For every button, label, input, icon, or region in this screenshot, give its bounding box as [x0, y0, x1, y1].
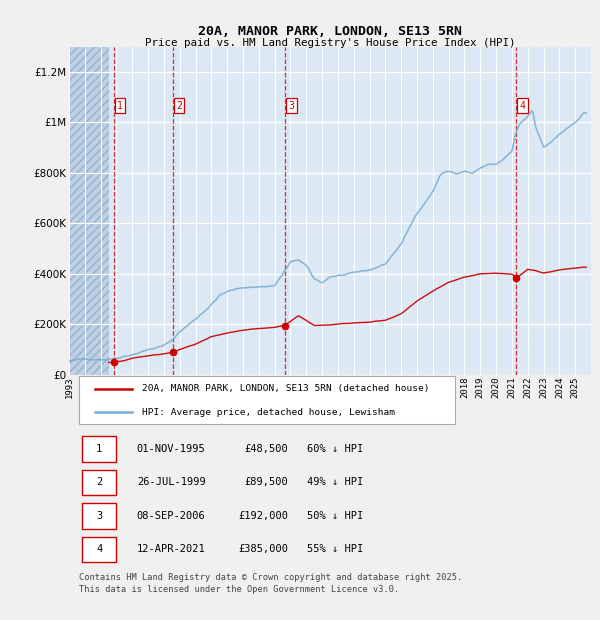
- Text: 26-JUL-1999: 26-JUL-1999: [137, 477, 206, 487]
- Text: 08-SEP-2006: 08-SEP-2006: [137, 511, 206, 521]
- Text: 2: 2: [96, 477, 103, 487]
- Text: 1: 1: [117, 100, 123, 110]
- Text: 3: 3: [96, 511, 103, 521]
- Text: £48,500: £48,500: [244, 444, 288, 454]
- Text: HPI: Average price, detached house, Lewisham: HPI: Average price, detached house, Lewi…: [142, 408, 395, 417]
- FancyBboxPatch shape: [82, 470, 116, 495]
- Text: Contains HM Land Registry data © Crown copyright and database right 2025.
This d: Contains HM Land Registry data © Crown c…: [79, 574, 463, 594]
- Text: 12-APR-2021: 12-APR-2021: [137, 544, 206, 554]
- FancyBboxPatch shape: [82, 537, 116, 562]
- Text: 3: 3: [289, 100, 295, 110]
- FancyBboxPatch shape: [82, 503, 116, 529]
- Text: 2: 2: [176, 100, 182, 110]
- Text: 20A, MANOR PARK, LONDON, SE13 5RN: 20A, MANOR PARK, LONDON, SE13 5RN: [198, 25, 462, 38]
- Text: 20A, MANOR PARK, LONDON, SE13 5RN (detached house): 20A, MANOR PARK, LONDON, SE13 5RN (detac…: [142, 384, 430, 393]
- FancyBboxPatch shape: [79, 376, 455, 423]
- Text: 4: 4: [520, 100, 526, 110]
- FancyBboxPatch shape: [82, 436, 116, 462]
- Text: £385,000: £385,000: [238, 544, 288, 554]
- Text: 49% ↓ HPI: 49% ↓ HPI: [307, 477, 363, 487]
- Text: Price paid vs. HM Land Registry's House Price Index (HPI): Price paid vs. HM Land Registry's House …: [145, 38, 515, 48]
- Text: 4: 4: [96, 544, 103, 554]
- Text: 50% ↓ HPI: 50% ↓ HPI: [307, 511, 363, 521]
- Text: £192,000: £192,000: [238, 511, 288, 521]
- Text: £89,500: £89,500: [244, 477, 288, 487]
- Text: 55% ↓ HPI: 55% ↓ HPI: [307, 544, 363, 554]
- Text: 60% ↓ HPI: 60% ↓ HPI: [307, 444, 363, 454]
- Text: 01-NOV-1995: 01-NOV-1995: [137, 444, 206, 454]
- Text: 1: 1: [96, 444, 103, 454]
